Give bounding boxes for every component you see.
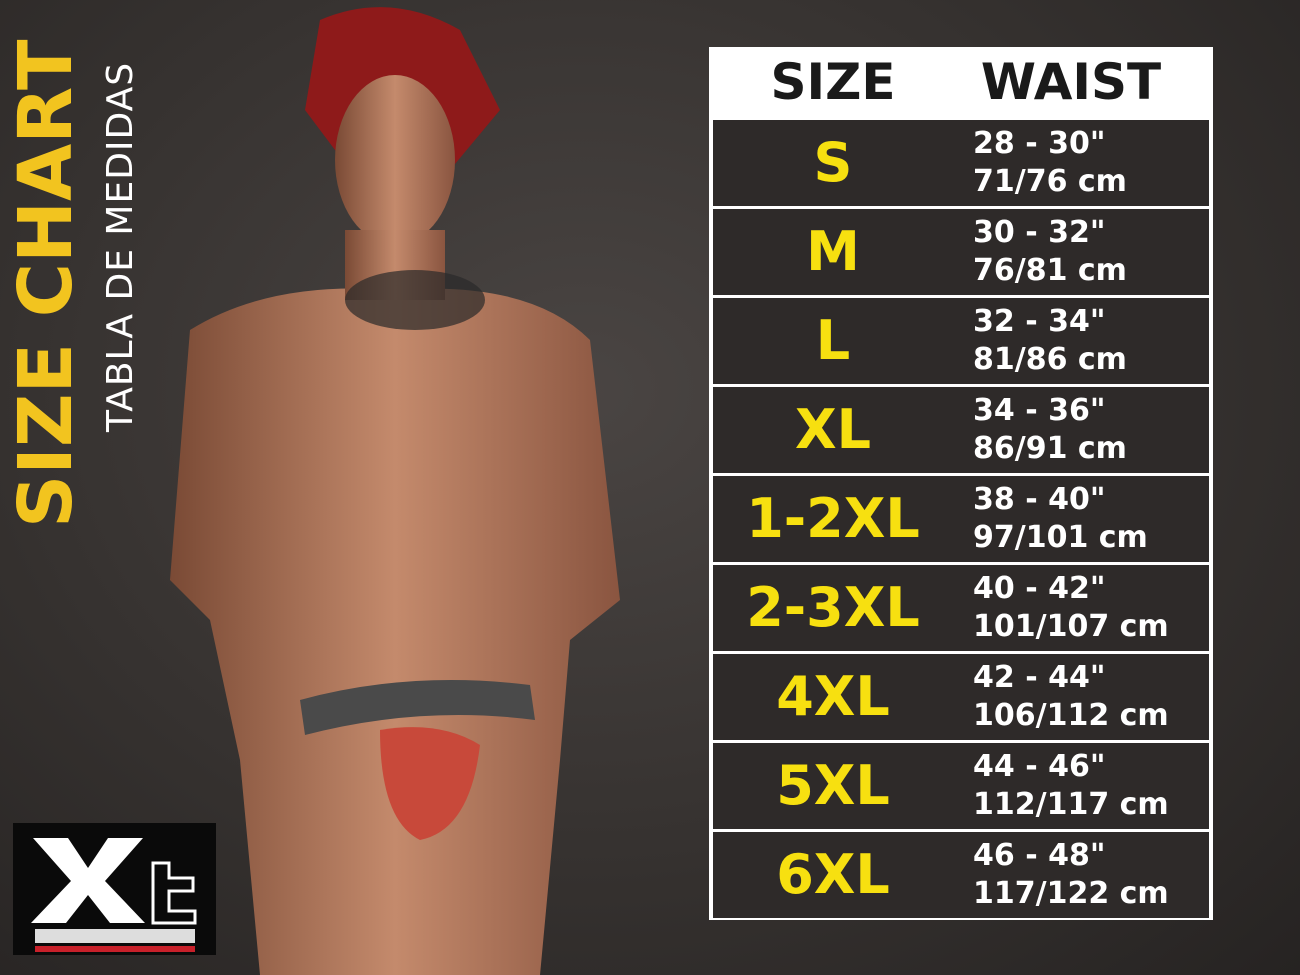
waist-cm: 71/76 cm xyxy=(973,164,1127,199)
waist-value: 38 - 40" 97/101 cm xyxy=(953,481,1209,557)
waist-cm: 101/107 cm xyxy=(973,609,1169,644)
waist-value: 46 - 48" 117/122 cm xyxy=(953,837,1209,913)
header-waist: WAIST xyxy=(980,53,1162,111)
waist-value: 44 - 46" 112/117 cm xyxy=(953,748,1209,824)
model-photo xyxy=(170,7,620,975)
table-row: 5XL 44 - 46" 112/117 cm xyxy=(713,743,1209,829)
table-row: L 32 - 34" 81/86 cm xyxy=(713,298,1209,384)
waist-cm: 117/122 cm xyxy=(973,876,1169,911)
table-row: 2-3XL 40 - 42" 101/107 cm xyxy=(713,565,1209,651)
waist-value: 28 - 30" 71/76 cm xyxy=(953,125,1209,201)
brand-logo xyxy=(13,823,216,955)
waist-cm: 97/101 cm xyxy=(973,520,1148,555)
waist-value: 34 - 36" 86/91 cm xyxy=(953,392,1209,468)
size-label: 4XL xyxy=(776,665,890,728)
size-label: M xyxy=(806,220,860,283)
waist-value: 30 - 32" 76/81 cm xyxy=(953,214,1209,290)
header-size: SIZE xyxy=(770,53,896,111)
waist-inches: 28 - 30" xyxy=(973,126,1106,161)
waist-inches: 34 - 36" xyxy=(973,393,1106,428)
table-row: 1-2XL 38 - 40" 97/101 cm xyxy=(713,476,1209,562)
table-row: 6XL 46 - 48" 117/122 cm xyxy=(713,832,1209,918)
size-label: 1-2XL xyxy=(746,487,920,550)
waist-inches: 40 - 42" xyxy=(973,571,1106,606)
waist-cm: 112/117 cm xyxy=(973,787,1169,822)
size-label: 6XL xyxy=(776,843,890,906)
table-header: SIZE WAIST xyxy=(713,47,1209,117)
waist-inches: 32 - 34" xyxy=(973,304,1106,339)
size-chart-title: SIZE CHART xyxy=(3,39,89,528)
waist-value: 42 - 44" 106/112 cm xyxy=(953,659,1209,735)
size-label: 2-3XL xyxy=(746,576,920,639)
waist-cm: 81/86 cm xyxy=(973,342,1127,377)
table-row: XL 34 - 36" 86/91 cm xyxy=(713,387,1209,473)
waist-cm: 86/91 cm xyxy=(973,431,1127,466)
table-row: M 30 - 32" 76/81 cm xyxy=(713,209,1209,295)
size-chart-subtitle: TABLA DE MEDIDAS xyxy=(100,61,141,432)
waist-inches: 38 - 40" xyxy=(973,482,1106,517)
table-row: 4XL 42 - 44" 106/112 cm xyxy=(713,654,1209,740)
size-label: S xyxy=(813,131,853,194)
waist-value: 40 - 42" 101/107 cm xyxy=(953,570,1209,646)
size-table: SIZE WAIST S 28 - 30" 71/76 cm M 30 - 32" 7… xyxy=(709,47,1213,920)
waist-cm: 106/112 cm xyxy=(973,698,1169,733)
waist-inches: 30 - 32" xyxy=(973,215,1106,250)
waist-value: 32 - 34" 81/86 cm xyxy=(953,303,1209,379)
waist-cm: 76/81 cm xyxy=(973,253,1127,288)
size-label: L xyxy=(815,309,851,372)
waist-inches: 42 - 44" xyxy=(973,660,1106,695)
size-label: 5XL xyxy=(776,754,890,817)
table-row: S 28 - 30" 71/76 cm xyxy=(713,120,1209,206)
waist-inches: 46 - 48" xyxy=(973,838,1106,873)
size-label: XL xyxy=(794,398,872,461)
waist-inches: 44 - 46" xyxy=(973,749,1106,784)
